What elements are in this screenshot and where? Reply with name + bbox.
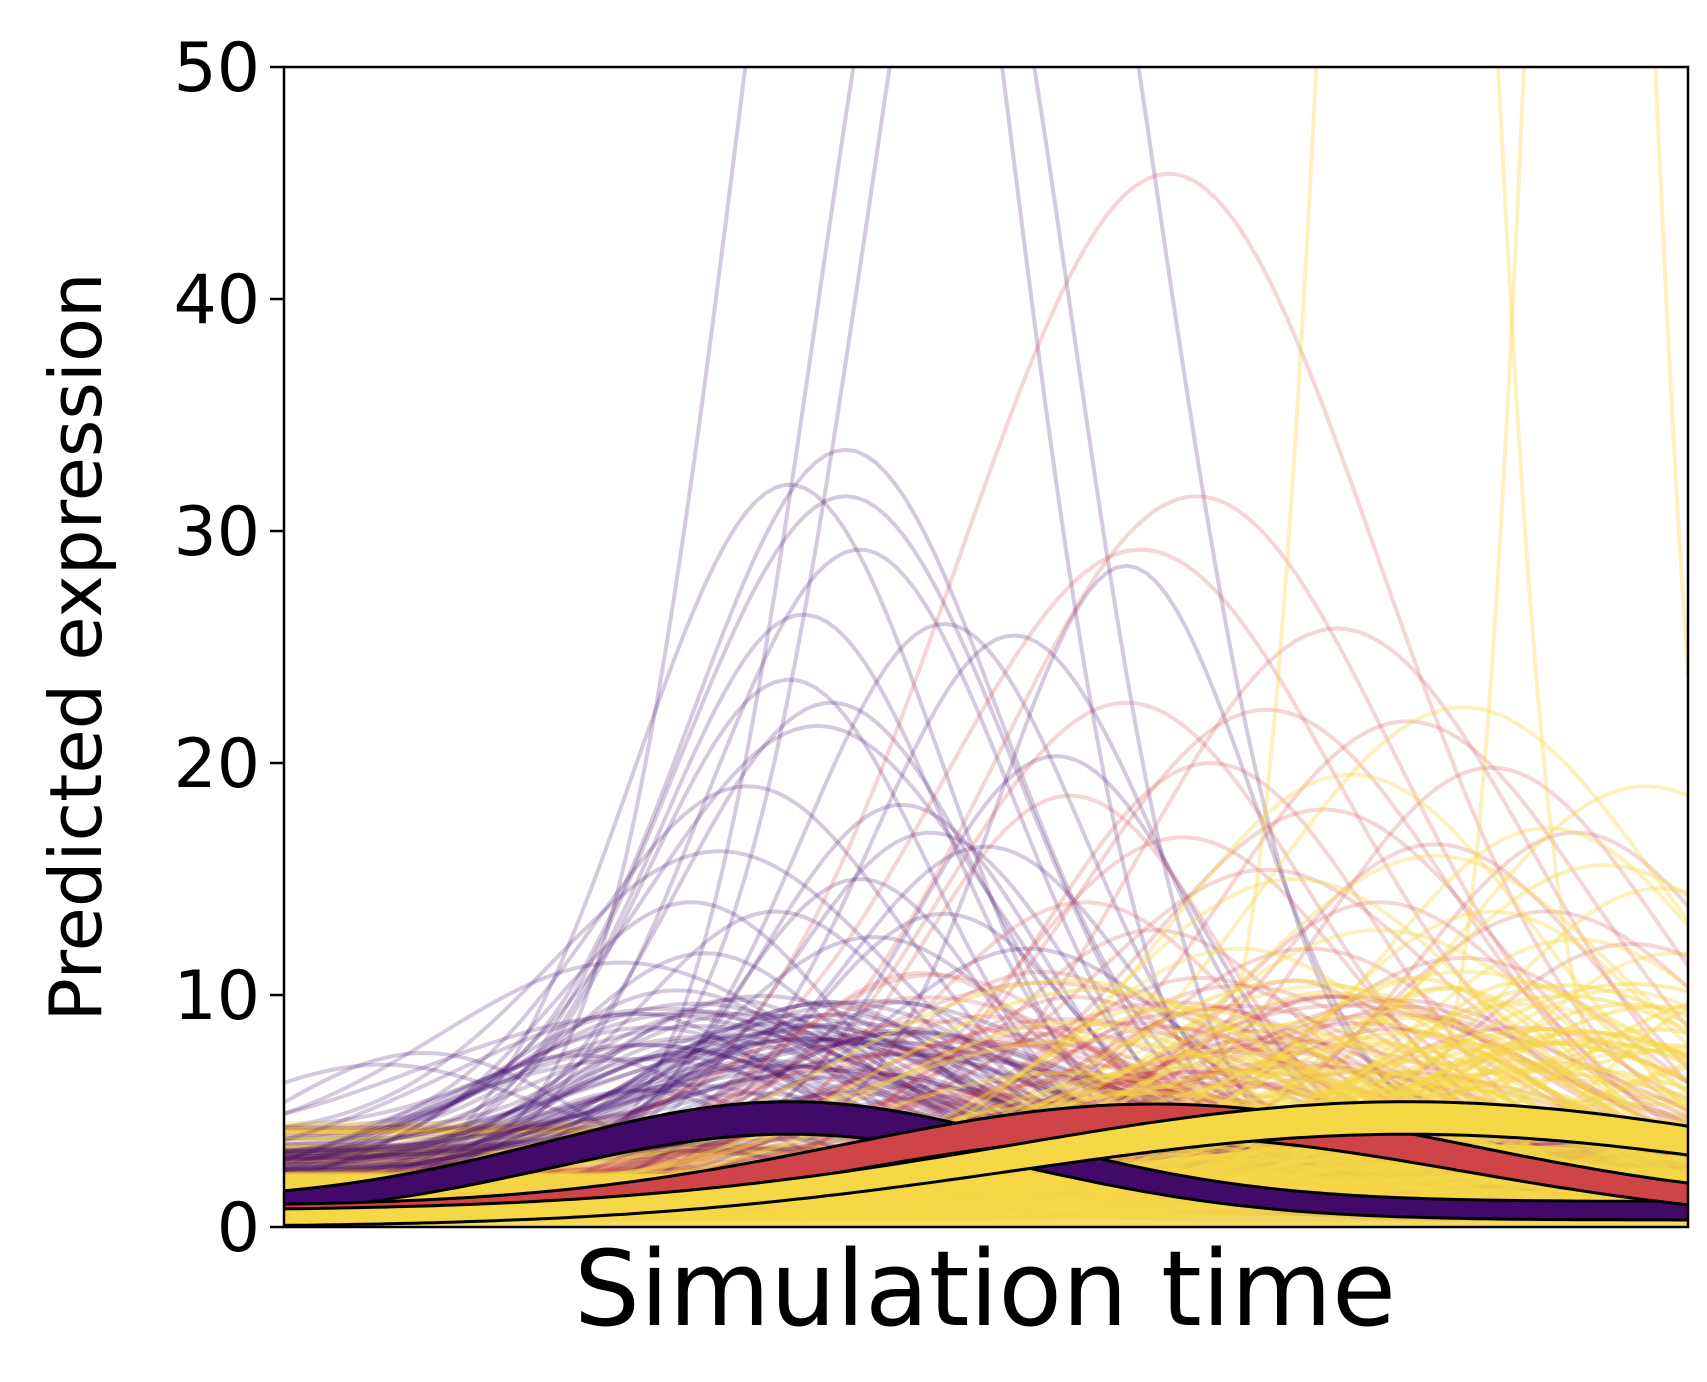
- highlight-outline-yellow-lower: [284, 1132, 1688, 1227]
- plot-background: [284, 67, 1688, 1227]
- series-line-purple: [284, 934, 1688, 1141]
- series-line-yellow: [284, 1091, 1688, 1192]
- series-line-yellow: [284, 1060, 1688, 1182]
- series-line-purple: [284, 849, 1688, 1140]
- highlight-outline-yellow-upper: [284, 1100, 1688, 1211]
- series-line-yellow: [284, 1065, 1688, 1181]
- y-tick-label: 30: [173, 493, 260, 572]
- highlight-band-purple: [284, 1101, 1688, 1220]
- series-line-red: [284, 1004, 1688, 1187]
- y-tick-label: 0: [217, 1189, 260, 1268]
- series-line-yellow: [284, 986, 1688, 1180]
- highlight-outline-red-upper: [284, 1102, 1688, 1206]
- y-tick-label: 10: [173, 957, 260, 1036]
- series-line-red: [284, 807, 1688, 1132]
- y-axis: 0 10 20 30 40 50: [173, 29, 284, 1268]
- x-axis-label: Simulation time: [574, 1228, 1396, 1350]
- y-tick-label: 40: [173, 261, 260, 340]
- series-line-red: [284, 993, 1688, 1187]
- series-line-red: [284, 547, 1688, 1135]
- y-axis-label: Predicted expression: [34, 272, 118, 1021]
- plot-frame: [282, 65, 1690, 1229]
- series-line-red: [284, 761, 1688, 1191]
- series-line-red: [284, 1039, 1688, 1136]
- series-line-red: [284, 867, 1688, 1131]
- y-tick-label: 50: [173, 29, 260, 108]
- highlighted-series: [284, 1100, 1688, 1227]
- series-line-yellow: [284, 983, 1688, 1135]
- series-line-yellow: [284, 946, 1688, 1179]
- y-tick-label: 20: [173, 725, 260, 804]
- series-line-red: [284, 700, 1688, 1184]
- series-line-red: [284, 494, 1688, 1147]
- series-line-yellow: [284, 1041, 1688, 1181]
- highlight-band-yellow: [284, 1101, 1688, 1226]
